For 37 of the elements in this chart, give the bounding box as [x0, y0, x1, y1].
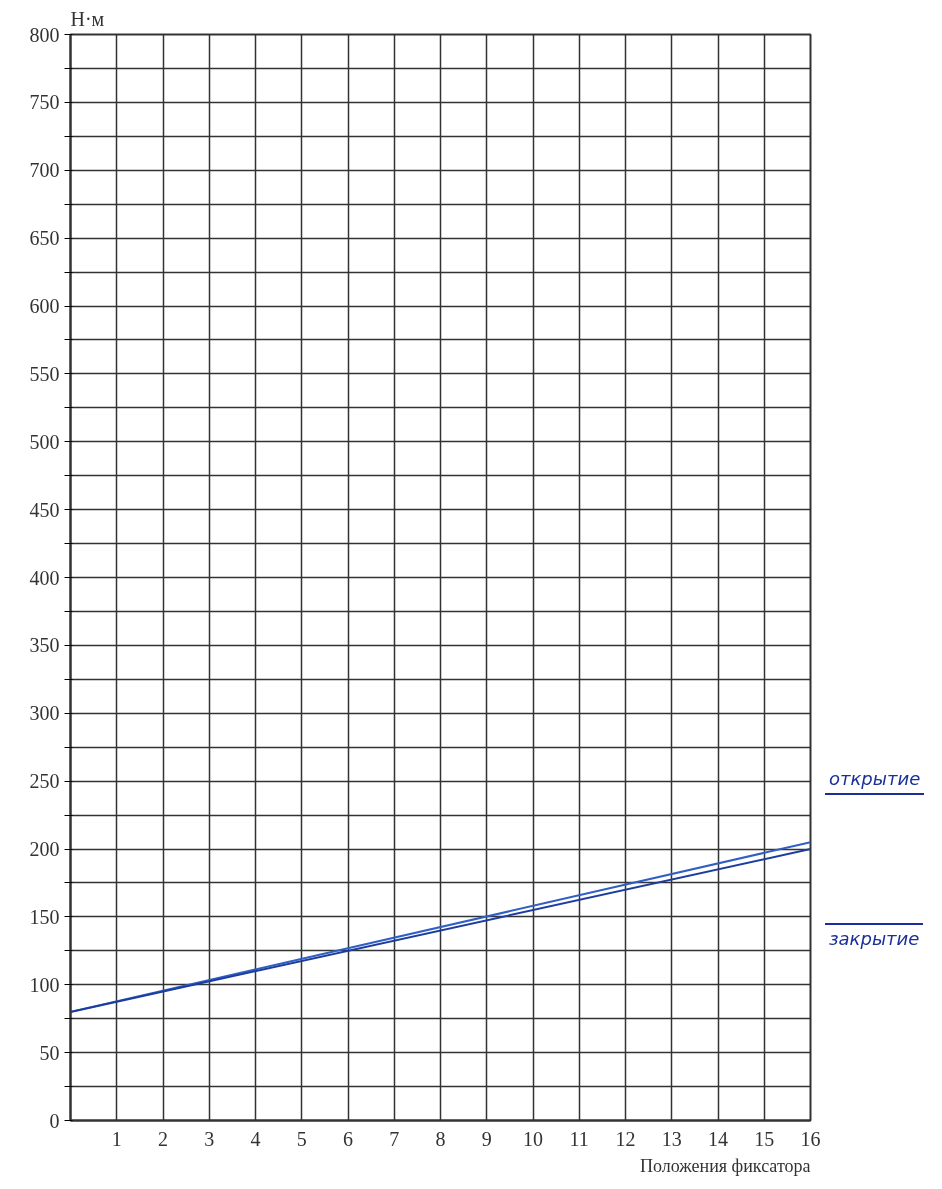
y-tick-label: 250: [29, 770, 60, 793]
x-tick-label: 7: [389, 1127, 400, 1150]
x-tick-label: 12: [615, 1127, 636, 1150]
x-tick-label: 5: [296, 1127, 307, 1150]
x-tick-label: 4: [250, 1127, 261, 1150]
y-tick-label: 200: [29, 838, 60, 860]
x-tick-label: 11: [569, 1127, 589, 1150]
text: закрытие: [825, 923, 924, 953]
y-tick-label: 650: [29, 227, 60, 250]
y-tick-label: 750: [29, 91, 60, 114]
y-tick-label: 50: [39, 1041, 60, 1064]
y-tick-label: 100: [29, 973, 60, 996]
y-tick-label: 700: [29, 159, 60, 182]
x-axis-title: Положения фиксатора: [640, 1155, 811, 1176]
y-tick-label: 500: [29, 430, 60, 453]
x-tick-label: 10: [523, 1127, 543, 1150]
x-tick-label: 3: [204, 1127, 215, 1150]
x-tick-label: 8: [435, 1127, 446, 1150]
y-tick-label: 600: [29, 295, 60, 317]
y-tick-label: 400: [29, 566, 60, 589]
x-tick-label: 16: [800, 1127, 821, 1150]
y-tick-label: 0: [49, 1109, 60, 1132]
y-tick-label: 450: [29, 498, 60, 521]
y-tick-label: 800: [29, 23, 60, 46]
y-tick-label: 150: [29, 905, 60, 928]
x-tick-label: 2: [158, 1127, 168, 1150]
x-tick-label: 15: [754, 1127, 775, 1150]
x-tick-label: 6: [343, 1127, 353, 1150]
y-tick-label: 550: [29, 362, 60, 385]
y-axis-title: Н·м: [70, 7, 105, 30]
text: открытие: [825, 765, 925, 795]
x-tick-label: 13: [661, 1127, 682, 1150]
x-tick-label: 14: [708, 1127, 728, 1150]
x-tick-label: 9: [481, 1127, 492, 1150]
x-tick-label: 1: [111, 1127, 122, 1150]
y-tick-label: 300: [29, 702, 60, 725]
y-tick-label: 350: [29, 634, 60, 657]
